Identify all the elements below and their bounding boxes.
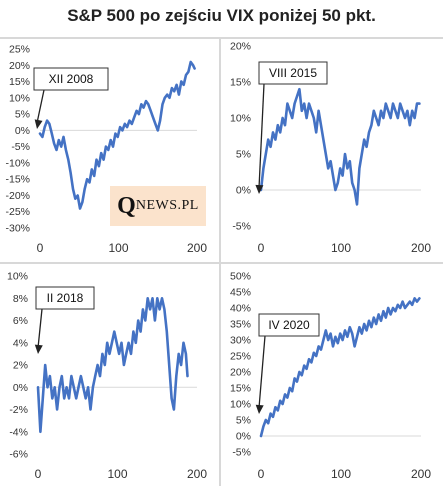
chart-panel-2008: 25% 20% 15% 10% 5% 0% -5% -10% -15% -20% -25% -30% 0… xyxy=(0,38,219,262)
chart-panel-2018: 10% 8% 6% 4% 2% 0% -2% -4% -6% 0 100 200 II 2018 xyxy=(0,264,219,486)
y-tick-label: -5% xyxy=(232,221,251,233)
page-title: S&P 500 po zejściu VIX poniżej 50 pkt. xyxy=(67,6,376,25)
y-tick-label: 10% xyxy=(230,399,251,411)
y-tick-label: -10% xyxy=(5,157,30,169)
annotation-arrow xyxy=(258,83,265,189)
chart-2008: 25% 20% 15% 10% 5% 0% -5% -10% -15% -20% -25% -30% 0… xyxy=(5,44,207,256)
y-tick-label: -2% xyxy=(9,404,28,416)
y-tick-label: 8% xyxy=(13,293,28,305)
series-line xyxy=(38,60,196,210)
y-tick-label: -30% xyxy=(5,223,30,235)
y-tick-label: 15% xyxy=(230,77,251,89)
annotation-arrowhead xyxy=(34,344,43,354)
qnews-logo: Q NEWS.PL xyxy=(110,186,206,226)
annotation-arrow xyxy=(37,308,43,349)
x-tick-label: 200 xyxy=(187,467,207,481)
y-tick-label: 0% xyxy=(236,185,251,197)
annotation-arrowhead xyxy=(255,184,264,194)
annotation-label: IV 2020 xyxy=(268,318,310,332)
annotation-label: XII 2008 xyxy=(49,72,94,86)
y-tick-label: 4% xyxy=(13,337,28,349)
x-tick-label: 100 xyxy=(107,467,127,481)
chart-2018: 10% 8% 6% 4% 2% 0% -2% -4% -6% 0 100 200 II 2018 xyxy=(7,271,207,482)
y-tick-label: 40% xyxy=(230,303,251,315)
chart-2015: 20% 15% 10% 5% 0% -5% 0 100 200 VIII 2015 xyxy=(230,41,431,256)
y-tick-label: -5% xyxy=(232,447,251,459)
y-tick-label: 0% xyxy=(15,125,30,137)
y-tick-label: -15% xyxy=(5,174,30,186)
series-line xyxy=(36,296,189,434)
x-tick-label: 100 xyxy=(108,241,128,255)
y-tick-label: 2% xyxy=(13,360,28,372)
y-tick-label: 30% xyxy=(230,335,251,347)
y-tick-label: -6% xyxy=(9,449,28,461)
y-tick-label: -25% xyxy=(5,206,30,218)
y-tick-label: 50% xyxy=(230,271,251,283)
y-tick-label: 5% xyxy=(15,109,30,121)
y-tick-label: 35% xyxy=(230,319,251,331)
annotation-arrowhead xyxy=(34,119,43,129)
y-tick-label: 20% xyxy=(9,60,30,72)
annotation-arrowhead xyxy=(255,404,264,414)
annotation-box xyxy=(258,61,328,85)
series-line xyxy=(259,87,421,206)
annotation-arrow xyxy=(36,89,45,124)
y-tick-label: 25% xyxy=(9,44,30,56)
annotation-arrow xyxy=(258,335,266,409)
y-tick-label: 25% xyxy=(230,351,251,363)
y-tick-label: 10% xyxy=(9,92,30,104)
y-tick-label: -5% xyxy=(11,141,30,153)
annotation-label: VIII 2015 xyxy=(269,66,317,80)
vertical-separator xyxy=(219,38,221,486)
x-tick-label: 0 xyxy=(258,467,265,481)
annotation-box xyxy=(258,313,320,337)
y-tick-label: 15% xyxy=(230,383,251,395)
y-tick-label: 6% xyxy=(13,315,28,327)
y-tick-label: 10% xyxy=(7,271,28,283)
annotation-box xyxy=(33,67,109,91)
chart-2020: 50% 45% 40% 35% 30% 25% 20% 15% 10% 5% 0% -5% 0 100 20… xyxy=(230,271,431,482)
x-tick-label: 0 xyxy=(35,467,42,481)
logo-text: NEWS.PL xyxy=(135,198,199,213)
y-tick-label: -4% xyxy=(9,426,28,438)
annotation-box xyxy=(35,286,95,310)
y-tick-label: 5% xyxy=(236,415,251,427)
y-tick-label: -20% xyxy=(5,190,30,202)
chart-panel-2015: 20% 15% 10% 5% 0% -5% 0 100 200 VIII 2015 xyxy=(221,38,443,262)
y-tick-label: 10% xyxy=(230,113,251,125)
y-tick-label: 45% xyxy=(230,287,251,299)
y-tick-label: 15% xyxy=(9,76,30,88)
x-tick-label: 0 xyxy=(258,241,265,255)
x-tick-label: 0 xyxy=(37,241,44,255)
y-tick-label: 20% xyxy=(230,367,251,379)
y-tick-label: 5% xyxy=(236,149,251,161)
chart-panel-2020: 50% 45% 40% 35% 30% 25% 20% 15% 10% 5% 0% -5% 0 100 20… xyxy=(221,264,443,486)
y-tick-label: 0% xyxy=(13,382,28,394)
x-tick-label: 100 xyxy=(331,467,351,481)
logo-letter: Q xyxy=(117,192,136,219)
top-separator xyxy=(0,37,443,39)
x-tick-label: 200 xyxy=(411,241,431,255)
series-line xyxy=(259,297,421,438)
x-tick-label: 200 xyxy=(411,467,431,481)
middle-separator xyxy=(0,262,443,264)
x-tick-label: 100 xyxy=(331,241,351,255)
y-tick-label: 20% xyxy=(230,41,251,53)
x-tick-label: 200 xyxy=(187,241,207,255)
annotation-label: II 2018 xyxy=(47,291,84,305)
y-tick-label: 0% xyxy=(236,431,251,443)
